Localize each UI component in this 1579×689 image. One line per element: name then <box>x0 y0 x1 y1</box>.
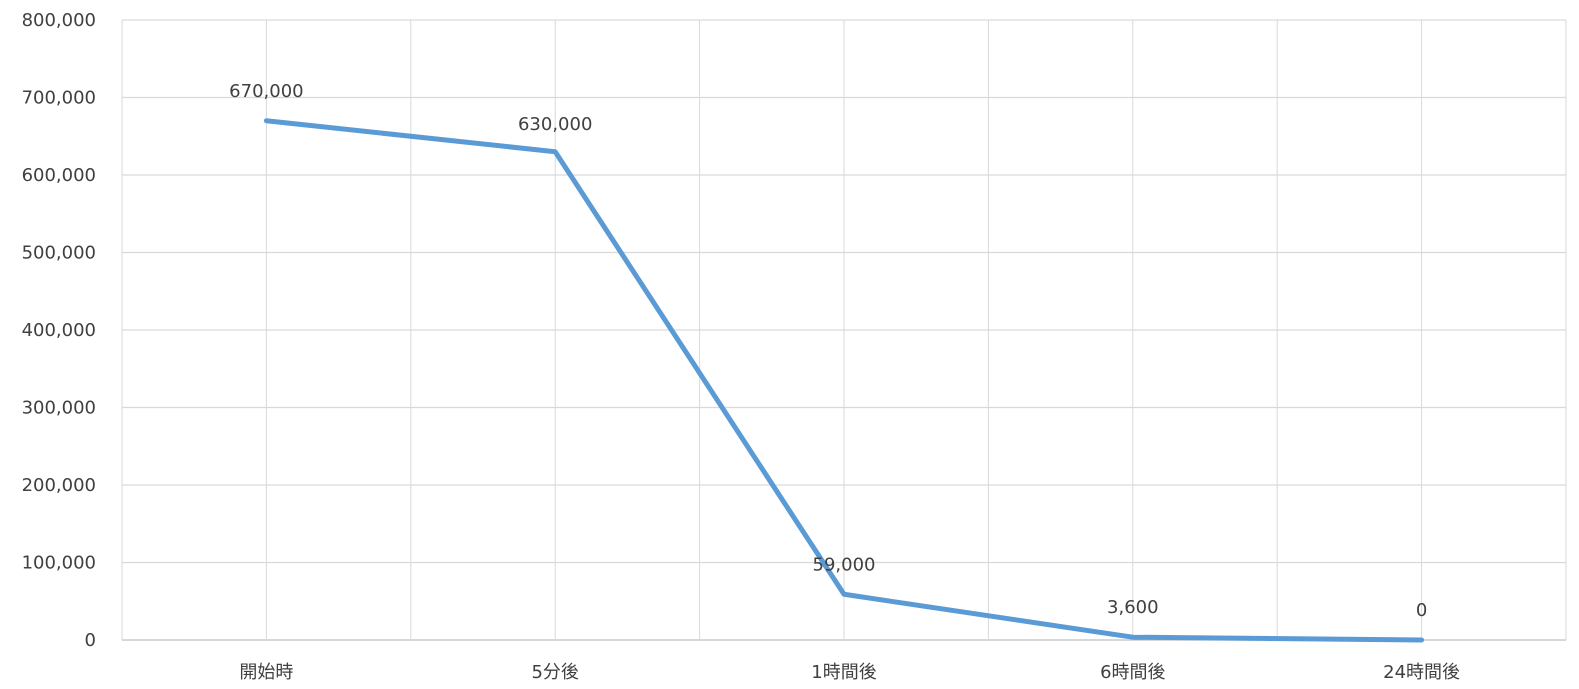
y-tick-label: 100,000 <box>22 553 96 574</box>
data-point <box>264 118 269 123</box>
data-point <box>1130 635 1135 640</box>
x-axis-tick-labels: 開始時 5分後 1時間後 6時間後 24時間後 <box>239 662 1460 683</box>
data-point <box>842 592 846 597</box>
x-tick-label: 6時間後 <box>1100 662 1165 683</box>
x-tick-label: 開始時 <box>239 662 293 683</box>
y-tick-label: 500,000 <box>22 243 96 264</box>
x-tick-label: 24時間後 <box>1383 662 1460 683</box>
x-tick-label: 5分後 <box>531 662 578 683</box>
data-label: 630,000 <box>518 114 592 135</box>
series-layer <box>263 118 1425 643</box>
y-tick-label: 200,000 <box>22 475 96 496</box>
vertical-gridlines <box>121 20 1567 640</box>
y-tick-label: 700,000 <box>22 88 96 109</box>
data-label: 3,600 <box>1107 597 1159 618</box>
y-tick-label: 0 <box>85 630 96 651</box>
data-point <box>1419 638 1424 642</box>
data-label: 0 <box>1416 600 1427 621</box>
data-label: 59,000 <box>813 554 876 575</box>
data-label: 670,000 <box>229 81 303 102</box>
y-tick-label: 600,000 <box>22 165 96 186</box>
y-tick-label: 800,000 <box>22 10 96 31</box>
data-point <box>553 149 558 154</box>
y-tick-label: 300,000 <box>22 398 96 419</box>
y-axis-tick-labels: 0 100,000 200,000 300,000 400,000 500,000 600,… <box>22 10 96 651</box>
data-labels: 670,000 630,000 59,000 3,600 0 <box>229 81 1427 621</box>
y-tick-label: 400,000 <box>22 320 96 341</box>
x-tick-label: 1時間後 <box>811 662 876 683</box>
